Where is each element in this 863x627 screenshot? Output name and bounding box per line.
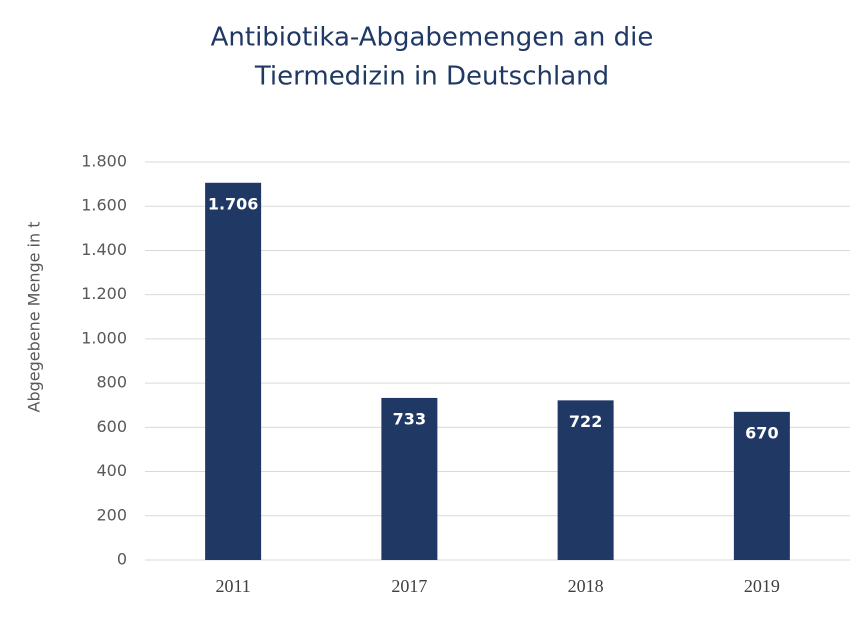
y-tick-label: 1.400 [81,240,127,259]
chart-title: Tiermedizin in Deutschland [254,62,609,92]
x-tick-label: 2019 [744,576,780,596]
y-tick-label: 0 [117,550,127,569]
value-label: 722 [569,412,602,431]
y-tick-label: 1.800 [81,152,127,171]
y-tick-label: 1.600 [81,196,127,215]
value-label: 1.706 [208,194,259,213]
bar [381,397,438,560]
y-tick-label: 800 [96,373,127,392]
y-tick-label: 1.000 [81,328,127,347]
x-tick-label: 2018 [568,576,604,596]
x-tick-label: 2017 [391,576,427,596]
y-tick-label: 200 [96,505,127,524]
y-axis-label: Abgegebene Menge in t [25,222,44,413]
value-label: 670 [745,423,778,442]
value-label: 733 [393,409,426,428]
bar [557,400,614,560]
x-tick-label: 2011 [215,576,250,596]
chart-title: Antibiotika-Abgabemengen an die [211,23,654,53]
y-tick-label: 400 [96,461,127,480]
y-tick-label: 1.200 [81,284,127,303]
bar [733,411,790,560]
y-tick-label: 600 [96,417,127,436]
bar [205,182,262,561]
